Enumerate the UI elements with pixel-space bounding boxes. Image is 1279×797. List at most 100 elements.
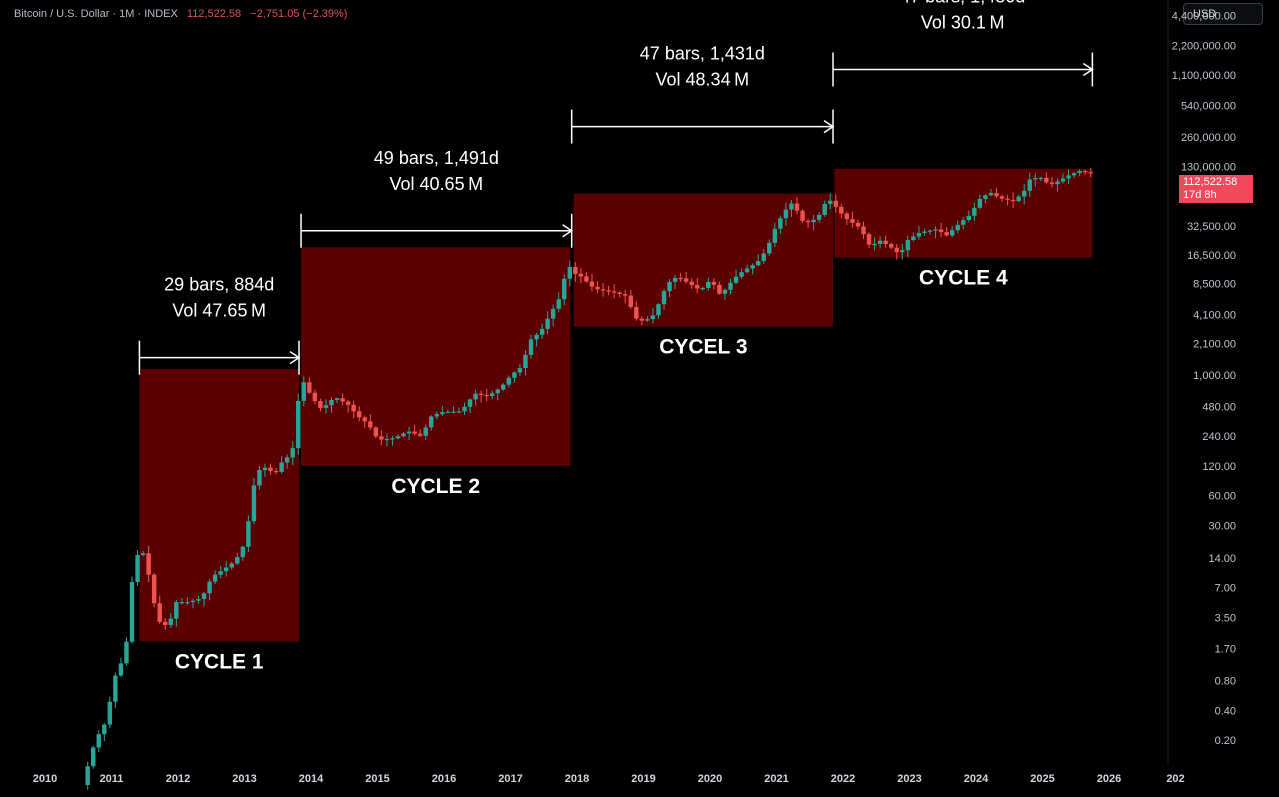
candle (1071, 172, 1077, 178)
candle (1044, 172, 1049, 184)
candle (977, 194, 983, 210)
candle (96, 730, 101, 752)
candle (911, 232, 916, 242)
candle (373, 426, 379, 439)
candle (495, 388, 500, 401)
cycle-label-4: CYCLE 4 (919, 267, 1008, 290)
candle (307, 377, 312, 394)
symbol-title[interactable]: Bitcoin / U.S. Dollar · 1M · INDEX (14, 8, 178, 20)
candle (401, 431, 406, 438)
measure-bars-text: 47 bars, 1,430d (900, 0, 1025, 7)
candle (994, 187, 999, 198)
candle (1060, 173, 1066, 184)
candle (368, 414, 373, 431)
candle (473, 389, 478, 406)
candle (140, 551, 146, 557)
candle (961, 217, 966, 230)
candle (440, 405, 445, 416)
candle (290, 441, 295, 466)
candle (229, 561, 234, 570)
x-tick-label: 2012 (166, 773, 190, 785)
candle (889, 242, 894, 250)
candle (550, 304, 556, 327)
candle (246, 515, 251, 553)
candle (949, 225, 955, 238)
measure-4: 47 bars, 1,430d Vol 30.1 M (832, 0, 1094, 87)
candle (805, 219, 811, 229)
candle (900, 243, 905, 260)
candle (318, 398, 323, 412)
x-tick-label: 2013 (232, 773, 256, 785)
candle (91, 745, 96, 769)
cycle-label-1: CYCLE 1 (175, 650, 264, 673)
candle (833, 194, 838, 213)
candle (938, 222, 944, 238)
candle (983, 194, 988, 204)
measure-vol-text: Vol 30.1 M (921, 13, 1005, 33)
measure-vol-text: Vol 48.34 M (656, 70, 750, 90)
candle (767, 239, 772, 256)
measure-2: 49 bars, 1,491d Vol 40.65 M (300, 148, 574, 248)
candle (927, 229, 933, 235)
candle (595, 281, 600, 293)
y-tick-label: 0.20 (1215, 735, 1236, 747)
candle (628, 290, 633, 309)
candle (683, 271, 689, 284)
candle (235, 552, 240, 565)
candle (611, 284, 617, 299)
y-tick-label: 16,500.00 (1187, 250, 1236, 262)
candle (656, 303, 661, 319)
candle (251, 477, 257, 525)
measure-1: 29 bars, 884d Vol 47.65 M (138, 275, 301, 375)
candle (240, 545, 246, 561)
y-tick-label: 0.80 (1215, 676, 1236, 688)
x-tick-label: 2022 (831, 773, 855, 785)
cycle-label-2: CYCLE 2 (391, 475, 480, 498)
candle (362, 415, 367, 428)
bar-countdown: 17d 8h (1183, 189, 1217, 201)
y-tick-label: 130,000.00 (1181, 161, 1236, 173)
x-tick-label: 2011 (100, 773, 124, 785)
y-tick-label: 540,000.00 (1181, 100, 1236, 112)
candle (268, 463, 273, 475)
candle (174, 599, 179, 627)
candle (262, 463, 268, 477)
x-tick-label: 2026 (1097, 773, 1121, 785)
candle (384, 433, 390, 447)
y-tick-label: 7.00 (1215, 583, 1236, 595)
candle (800, 209, 805, 224)
candle (811, 214, 816, 230)
candle (506, 375, 512, 388)
x-tick-label: 2024 (964, 773, 989, 785)
y-tick-label: 120.00 (1202, 461, 1236, 473)
header-price: 112,522.58 (186, 8, 242, 20)
y-tick-label: 4,400,000.00 (1172, 11, 1236, 23)
candle (733, 269, 739, 285)
candle (157, 595, 162, 624)
currency-button[interactable]: USD (1183, 3, 1263, 25)
candle (284, 454, 290, 469)
candle (1049, 177, 1055, 188)
candle (484, 388, 489, 402)
candle (717, 281, 722, 295)
candle (855, 219, 861, 230)
candle (650, 307, 656, 324)
candle (1082, 169, 1088, 175)
candle (828, 193, 833, 210)
candle (634, 301, 639, 321)
candle (429, 415, 434, 431)
candle (107, 696, 113, 729)
candle (257, 465, 262, 490)
candle (539, 323, 545, 339)
candle (756, 254, 761, 267)
candle (711, 278, 717, 290)
measure-bars-text: 29 bars, 884d (164, 275, 274, 295)
candle (1027, 172, 1032, 197)
candle (933, 226, 938, 239)
candle (1016, 194, 1021, 202)
y-tick-label: 8,500.00 (1193, 278, 1236, 290)
candle (600, 283, 606, 297)
candle (179, 597, 185, 605)
candle (894, 243, 899, 260)
